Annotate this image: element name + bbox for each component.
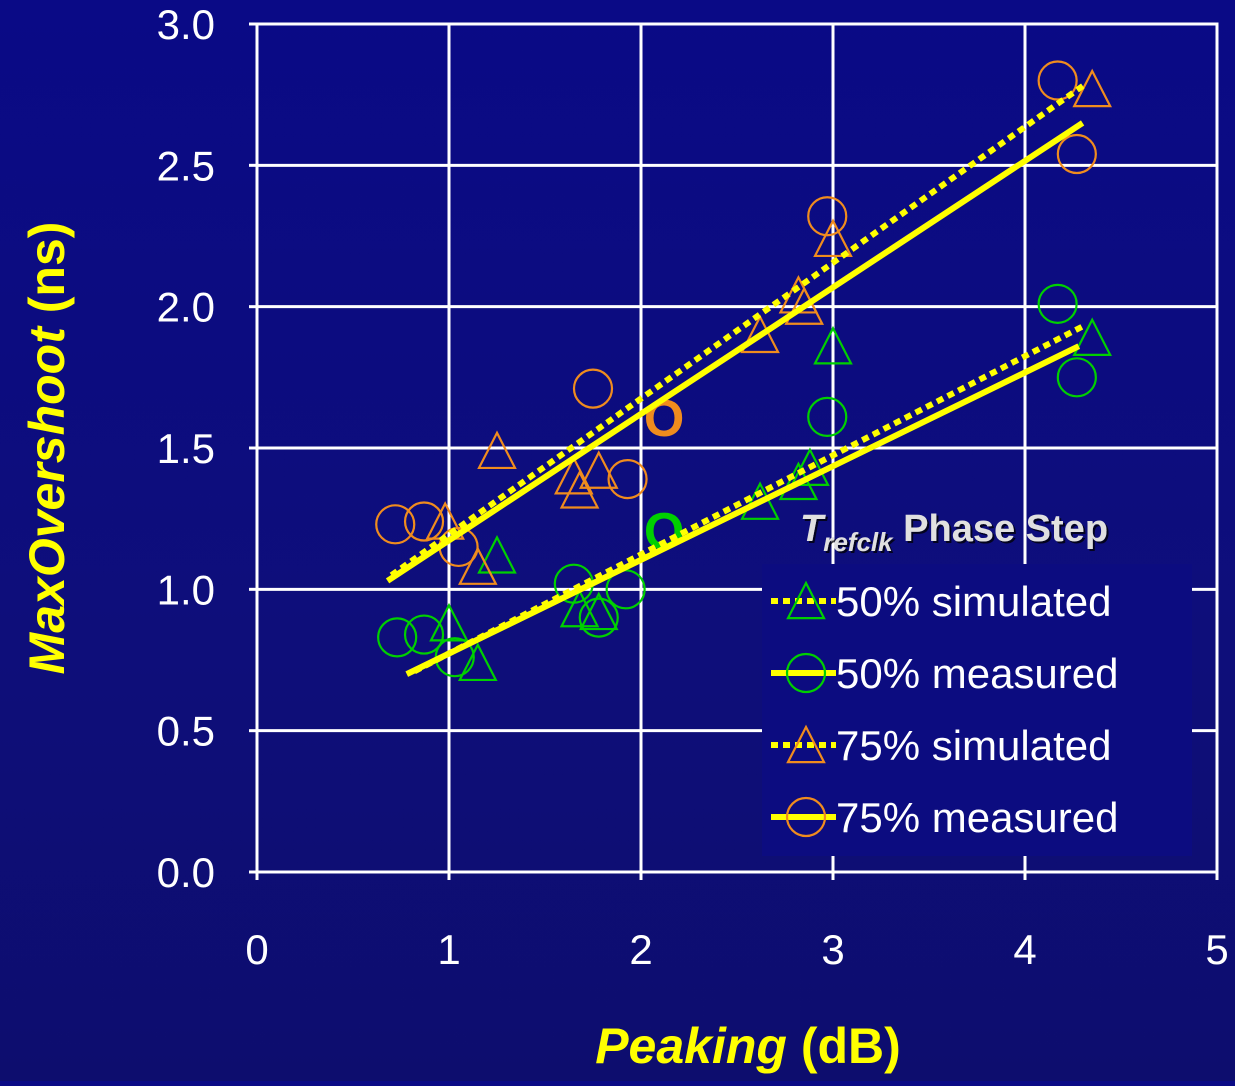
legend-item: 50% simulated [771,578,1111,625]
legend-item: 75% simulated [771,722,1111,769]
legend-marker-swatch [785,652,827,694]
triangle-point [477,430,517,470]
legend-item: 50% measured [771,650,1119,697]
legend-marker-swatch [785,796,827,838]
triangle-point [477,535,517,574]
triangle-point [740,314,780,354]
legend-title-subscript: refclk [823,527,894,557]
y-tick-label: 0.0 [157,849,215,896]
x-tick-label: 1 [437,926,460,973]
legend-marker-swatch [786,580,826,620]
triangle-point [740,481,780,520]
triangle-point [457,642,498,682]
triangle-point [1072,317,1113,356]
fit-line-2 [389,80,1089,578]
fit-line-3 [385,120,1085,584]
y-tick-label: 1.5 [157,425,215,472]
circle-point [578,597,619,638]
legend-label: 50% simulated [836,578,1111,625]
triangle-point [578,450,619,489]
legend-title-rest: Phase Step [893,508,1108,550]
y-tick-label: 2.5 [157,142,215,189]
x-tick-label: 0 [245,926,268,973]
circle-point [607,458,648,500]
y-tick-label: 2.0 [157,284,215,331]
legend: Trefclk Phase Step 50% simulated 50% measu… [762,508,1192,856]
plot-area: 0 1 2 3 4 50.00.51.01.52.02.53.0OO [157,1,1229,973]
circle-point [403,501,445,542]
triangle-point [553,455,594,495]
y-tick-label: 3.0 [157,1,215,48]
circle-point [1037,283,1078,324]
x-tick-label: 3 [821,926,844,973]
x-tick-label: 4 [1013,926,1036,973]
circle-point [1037,60,1078,101]
circle-point [377,617,418,658]
triangle-point [559,469,600,509]
triangle-point [813,218,853,258]
legend-label: 50% measured [836,650,1119,697]
triangle-point [813,325,853,365]
triangle-point [559,588,600,628]
triangle-point [790,447,830,486]
circle-point [403,614,445,655]
circle-point [807,196,848,237]
legend-label: 75% simulated [836,722,1111,769]
legend-item: 75% measured [771,794,1119,841]
legend-title-symbol: T [800,508,826,550]
legend-title: Trefclk Phase Step [800,508,1108,557]
x-axis-title: Peaking (dB) [595,1018,901,1074]
legend-background [762,564,1192,856]
circle-point [572,368,614,409]
circle-point [375,504,416,545]
y-tick-label: 0.5 [157,708,215,755]
y-axis-title-unit: (ns) [19,222,75,328]
y-axis-title-main: MaxOvershoot [19,325,75,675]
x-tick-label: 5 [1205,926,1228,973]
y-axis-title: MaxOvershoot (ns) [19,222,75,675]
series-0-markers [429,317,1113,682]
fit-line-1 [405,343,1081,677]
series-3-markers [375,60,1097,568]
circle-point [807,396,848,438]
circle-point [1056,357,1097,398]
triangle-point [578,591,619,631]
triangle-point [784,286,825,325]
x-axis-title-main: Peaking [595,1018,787,1074]
x-tick-label: 2 [629,926,652,973]
circle-point [1056,133,1097,175]
y-tick-label: 1.0 [157,566,215,613]
legend-marker-swatch [786,724,826,764]
legend-label: 75% measured [836,794,1119,841]
x-axis-title-unit: (dB) [787,1018,901,1074]
triangle-point [457,546,498,585]
